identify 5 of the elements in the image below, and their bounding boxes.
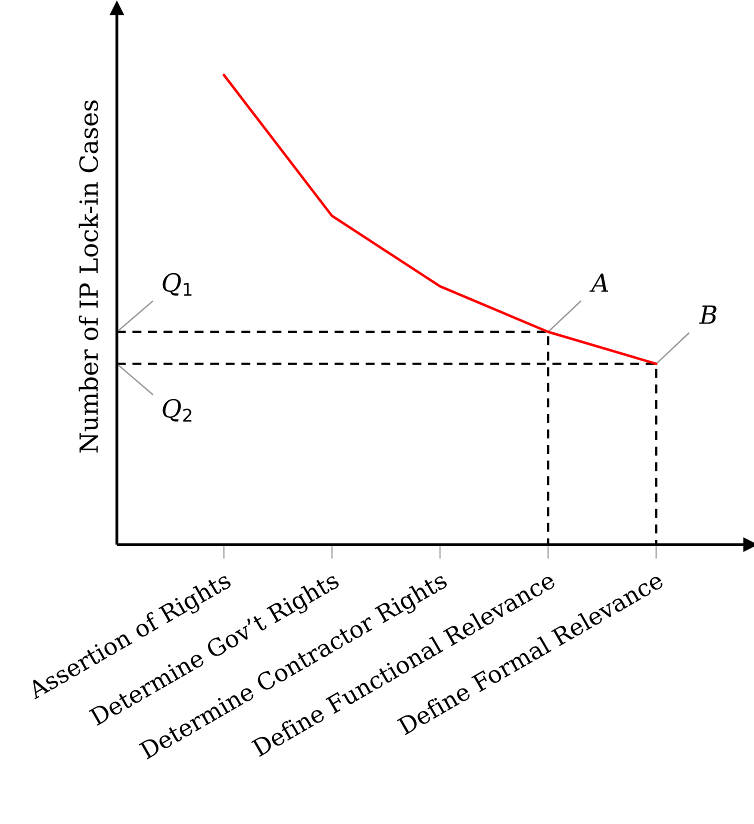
- y-axis-title: Number of IP Lock-in Cases: [78, 100, 98, 453]
- annotation: Q$_{2}$: [162, 398, 192, 422]
- annotation: Q$_{1}$: [162, 273, 192, 296]
- annotation: B: [699, 306, 716, 324]
- annotation: A: [589, 274, 608, 292]
